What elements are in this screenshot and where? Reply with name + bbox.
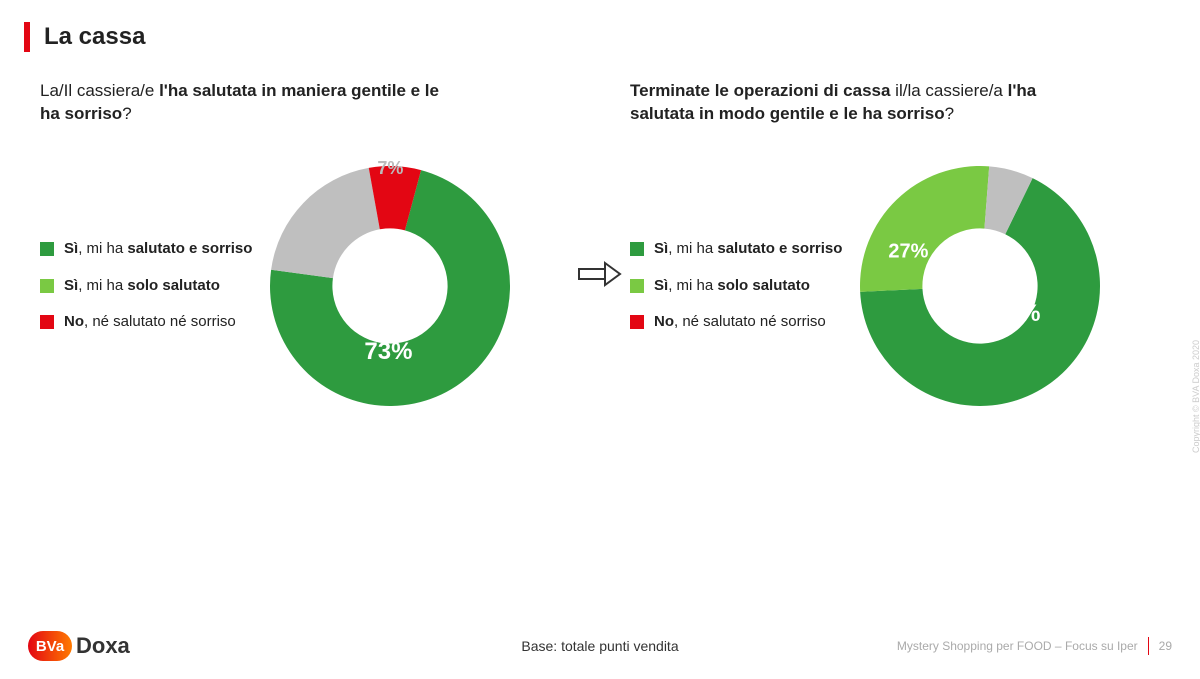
arrow-icon — [570, 260, 630, 288]
legend-item: Sì, mi ha solo salutato — [630, 277, 842, 296]
donut-slice — [272, 168, 381, 278]
left-column: La/Il cassiera/e l'ha salutata in manier… — [40, 80, 570, 406]
footer-right: Mystery Shopping per FOOD – Focus su Ipe… — [897, 637, 1172, 655]
legend-swatch — [630, 279, 644, 293]
right-column: Terminate le operazioni di cassa il/la c… — [630, 80, 1160, 406]
legend-label: Sì, mi ha salutato e sorriso — [654, 240, 842, 259]
legend-item: No, né salutato né sorriso — [630, 313, 842, 332]
left-donut: 73%7% — [270, 166, 510, 406]
right-donut: 67% 27% — [860, 166, 1100, 406]
right-chart-row: Sì, mi ha salutato e sorriso Sì, mi ha so… — [630, 166, 1160, 406]
left-question: La/Il cassiera/e l'ha salutata in manier… — [40, 80, 460, 126]
legend-swatch — [630, 242, 644, 256]
legend-label: Sì, mi ha solo salutato — [654, 277, 810, 296]
legend-item: Sì, mi ha salutato e sorriso — [40, 240, 252, 259]
title-text: La cassa — [44, 23, 145, 51]
slice-label: 27% — [888, 240, 928, 263]
slice-label: 67% — [992, 300, 1040, 328]
legend-label: Sì, mi ha solo salutato — [64, 277, 220, 296]
legend-swatch — [40, 315, 54, 329]
title-accent-bar — [24, 22, 30, 52]
donut-slice — [860, 166, 989, 292]
right-question: Terminate le operazioni di cassa il/la c… — [630, 80, 1050, 126]
footer-right-text: Mystery Shopping per FOOD – Focus su Ipe… — [897, 639, 1138, 653]
side-copyright: Copyright © BVA Doxa 2020 — [1191, 340, 1200, 453]
logo: BVa Doxa — [28, 631, 130, 661]
logo-bva: BVa — [28, 631, 72, 661]
left-legend: Sì, mi ha salutato e sorriso Sì, mi ha so… — [40, 240, 252, 332]
logo-doxa: Doxa — [76, 633, 130, 659]
base-note: Base: totale punti vendita — [521, 638, 678, 654]
legend-swatch — [40, 279, 54, 293]
right-legend: Sì, mi ha salutato e sorriso Sì, mi ha so… — [630, 240, 842, 332]
slide-title: La cassa — [24, 22, 145, 52]
legend-label: Sì, mi ha salutato e sorriso — [64, 240, 252, 259]
legend-item: Sì, mi ha solo salutato — [40, 277, 252, 296]
legend-item: No, né salutato né sorriso — [40, 313, 252, 332]
page-number: 29 — [1159, 639, 1172, 653]
page-separator — [1148, 637, 1149, 655]
legend-swatch — [40, 242, 54, 256]
legend-swatch — [630, 315, 644, 329]
legend-label: No, né salutato né sorriso — [64, 313, 236, 332]
left-chart-row: Sì, mi ha salutato e sorriso Sì, mi ha so… — [40, 166, 570, 406]
legend-item: Sì, mi ha salutato e sorriso — [630, 240, 842, 259]
footer: BVa Doxa Base: totale punti vendita Myst… — [0, 631, 1200, 661]
slice-label: 73% — [364, 338, 412, 366]
legend-label: No, né salutato né sorriso — [654, 313, 826, 332]
slice-label: 7% — [377, 158, 403, 179]
content-row: La/Il cassiera/e l'ha salutata in manier… — [40, 80, 1160, 406]
